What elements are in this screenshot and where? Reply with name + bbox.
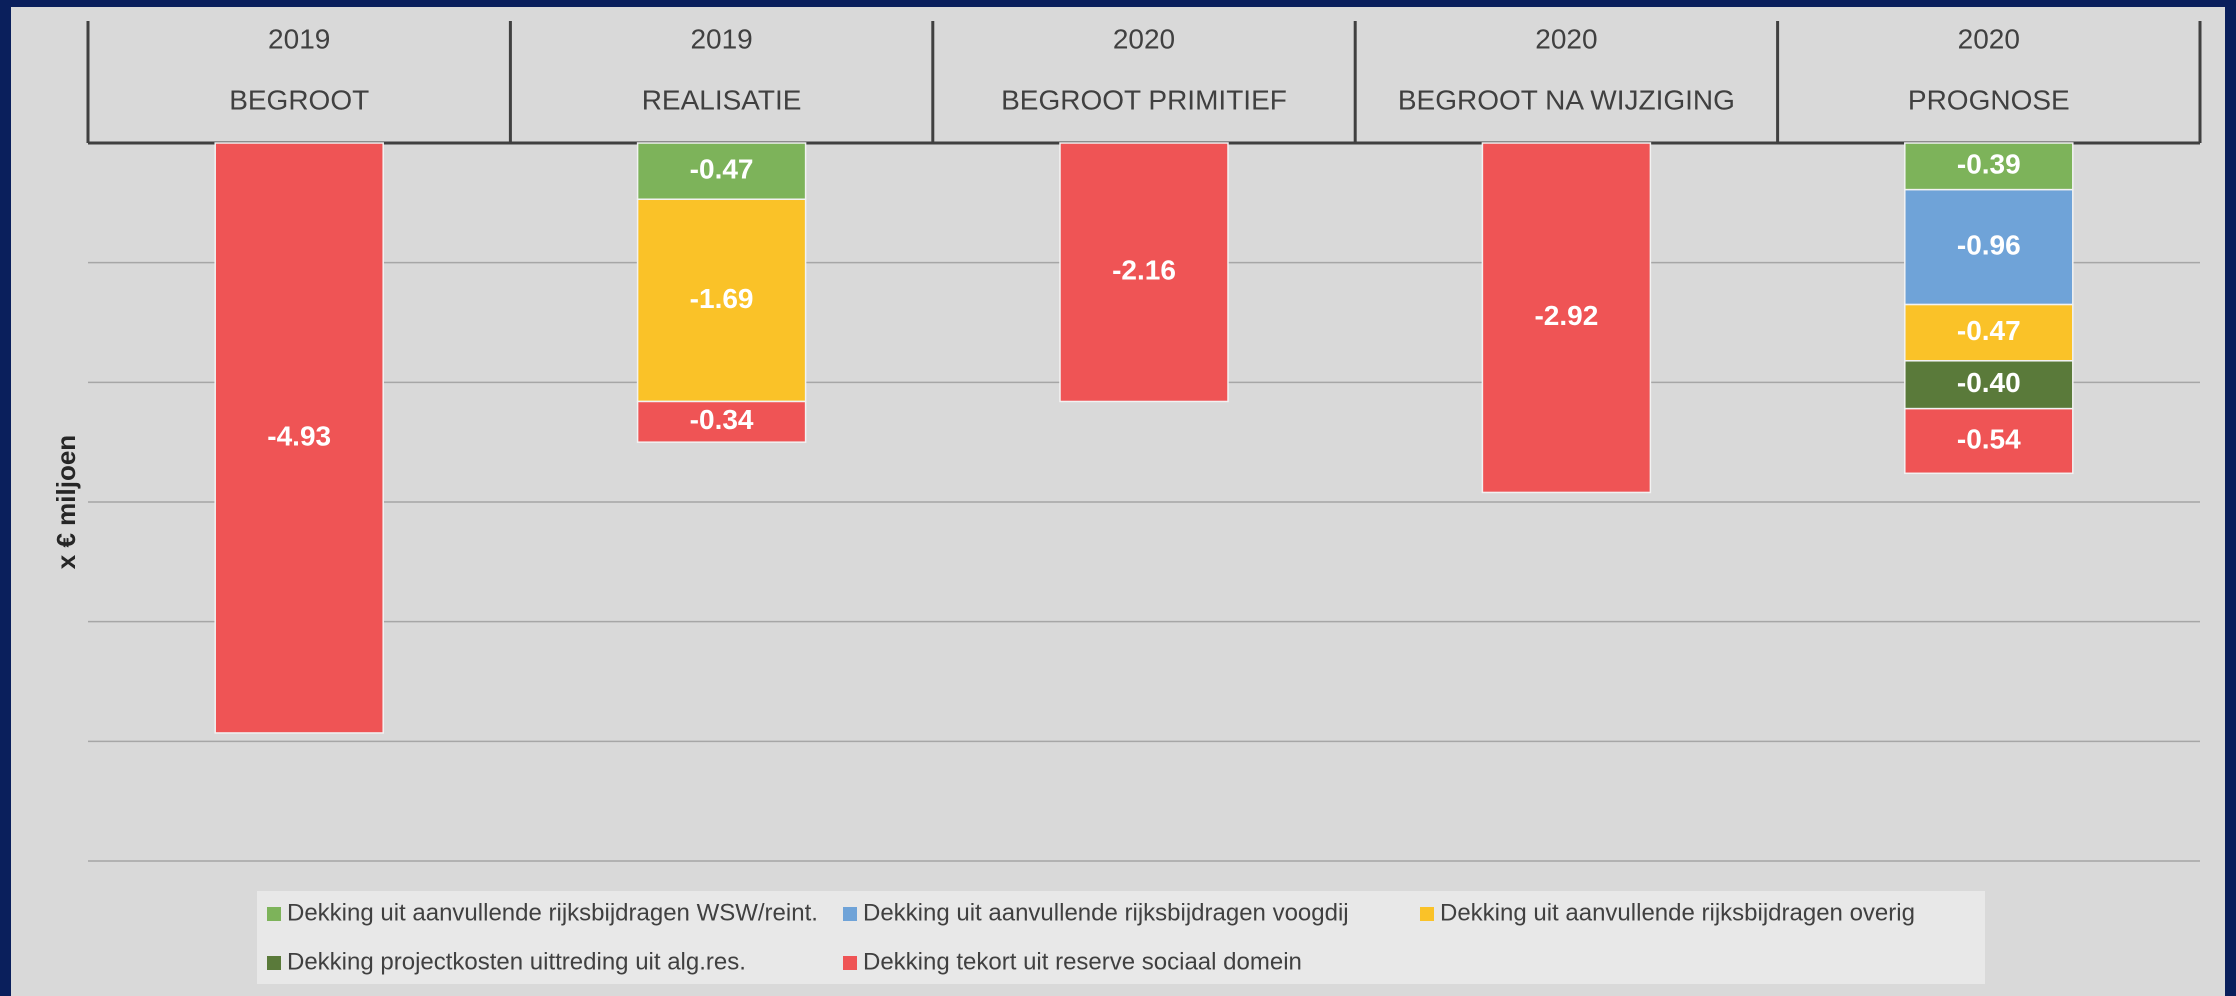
legend-swatch — [843, 956, 857, 970]
bar-segment — [636, 142, 807, 200]
data-label: -2.16 — [1112, 255, 1176, 286]
x-tick-label: PROGNOSE — [1908, 84, 2070, 115]
x-tick-label: 2020 — [1113, 23, 1175, 54]
x-tick-label: 2019 — [690, 23, 752, 54]
legend-swatch — [1420, 907, 1434, 921]
x-tick-label: REALISATIE — [642, 84, 802, 115]
x-tick-label: 2019 — [268, 23, 330, 54]
y-axis-label: x € miljoen — [51, 435, 81, 569]
data-label: -0.96 — [1957, 230, 2021, 261]
bar-segment — [1904, 188, 2074, 306]
legend-label: Dekking uit aanvullende rijksbijdragen v… — [863, 899, 1349, 926]
data-label: -0.54 — [1957, 423, 2021, 454]
legend-label: Dekking uit aanvullende rijksbijdragen o… — [1440, 899, 1915, 926]
x-tick-label: 2020 — [1535, 23, 1597, 54]
bar-segment — [1904, 142, 2074, 191]
bar-segment — [636, 198, 807, 403]
bar-segment — [636, 400, 807, 443]
data-label: -0.47 — [1957, 315, 2021, 346]
data-label: -0.40 — [1957, 367, 2021, 398]
legend-label: Dekking projectkosten uittreding uit alg… — [287, 948, 746, 975]
data-label: -1.69 — [690, 283, 754, 314]
data-label: -0.47 — [690, 154, 754, 185]
legend-swatch — [267, 907, 281, 921]
legend-box — [257, 891, 1985, 984]
x-tick-label: BEGROOT — [229, 84, 369, 115]
bar-segment — [214, 142, 384, 734]
bar-segment — [1059, 142, 1229, 403]
legend-label: Dekking uit aanvullende rijksbijdragen W… — [287, 899, 818, 926]
legend-swatch — [843, 907, 857, 921]
bar-segment — [1904, 407, 2074, 475]
legend-swatch — [267, 956, 281, 970]
x-tick-label: BEGROOT NA WIJZIGING — [1398, 84, 1735, 115]
data-label: -2.92 — [1534, 300, 1598, 331]
bar-segment — [1481, 142, 1652, 494]
bar-segment — [1904, 303, 2074, 362]
legend-label: Dekking tekort uit reserve sociaal domei… — [863, 948, 1302, 975]
x-tick-label: 2020 — [1958, 23, 2020, 54]
bar-segment — [1904, 360, 2074, 410]
data-label: -0.39 — [1957, 149, 2021, 180]
data-label: -4.93 — [267, 420, 331, 451]
x-tick-label: BEGROOT PRIMITIEF — [1001, 84, 1287, 115]
data-label: -0.34 — [690, 404, 754, 435]
